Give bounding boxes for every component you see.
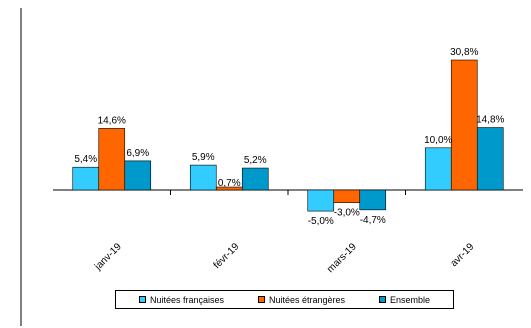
legend-item-0: Nuitées françaises bbox=[138, 294, 225, 305]
bar-mars-19-2 bbox=[359, 189, 387, 211]
bar-avr-19-0 bbox=[424, 147, 452, 191]
category-label: janv-19 bbox=[92, 241, 124, 273]
legend-label-2: Ensemble bbox=[389, 294, 430, 305]
value-label: 30,8% bbox=[450, 47, 478, 58]
legend-label-0: Nuitées françaises bbox=[149, 294, 225, 305]
category-label: avr-19 bbox=[449, 241, 477, 269]
value-label: 14,6% bbox=[98, 115, 126, 126]
bar-févr-19-2 bbox=[241, 167, 269, 191]
bar-mars-19-0 bbox=[307, 189, 335, 212]
value-label: 5,9% bbox=[192, 152, 215, 163]
bar-janv-19-2 bbox=[124, 160, 152, 191]
legend-swatch-0 bbox=[138, 296, 146, 303]
value-label: 6,9% bbox=[126, 148, 149, 159]
value-label: -5,0% bbox=[308, 216, 334, 227]
bars-group bbox=[72, 59, 504, 212]
value-label: 0,7% bbox=[218, 178, 241, 189]
legend-swatch-2 bbox=[378, 296, 386, 303]
legend-label-1: Nuitées étrangères bbox=[268, 294, 346, 305]
value-label: -4,7% bbox=[360, 215, 386, 226]
bar-avr-19-1 bbox=[450, 59, 478, 191]
legend-item-2: Ensemble bbox=[378, 294, 430, 305]
bar-janv-19-0 bbox=[72, 166, 100, 191]
value-labels-group: 5,4% 14,6% 6,9% 5,9% 0,7% 5,2% -5,0%-3,0%-4,7%… bbox=[74, 47, 504, 227]
bar-févr-19-0 bbox=[189, 164, 217, 191]
category-label: mars-19 bbox=[325, 241, 359, 275]
value-label: -3,0% bbox=[334, 208, 360, 219]
legend-swatch-1 bbox=[257, 296, 265, 303]
category-label: févr-19 bbox=[212, 241, 242, 271]
value-label: 14,8% bbox=[476, 115, 504, 126]
bar-janv-19-1 bbox=[98, 128, 126, 191]
bar-mars-19-1 bbox=[333, 189, 361, 203]
category-labels-group: janv-19 févr-19 mars-19 avr-19 bbox=[92, 241, 476, 275]
legend: Nuitées françaises Nuitées étrangères En… bbox=[115, 290, 454, 309]
value-label: 5,4% bbox=[74, 154, 97, 165]
value-label: 10,0% bbox=[424, 135, 452, 146]
legend-item-1: Nuitées étrangères bbox=[257, 294, 346, 305]
value-label: 5,2% bbox=[244, 155, 267, 166]
bar-avr-19-2 bbox=[476, 127, 504, 191]
